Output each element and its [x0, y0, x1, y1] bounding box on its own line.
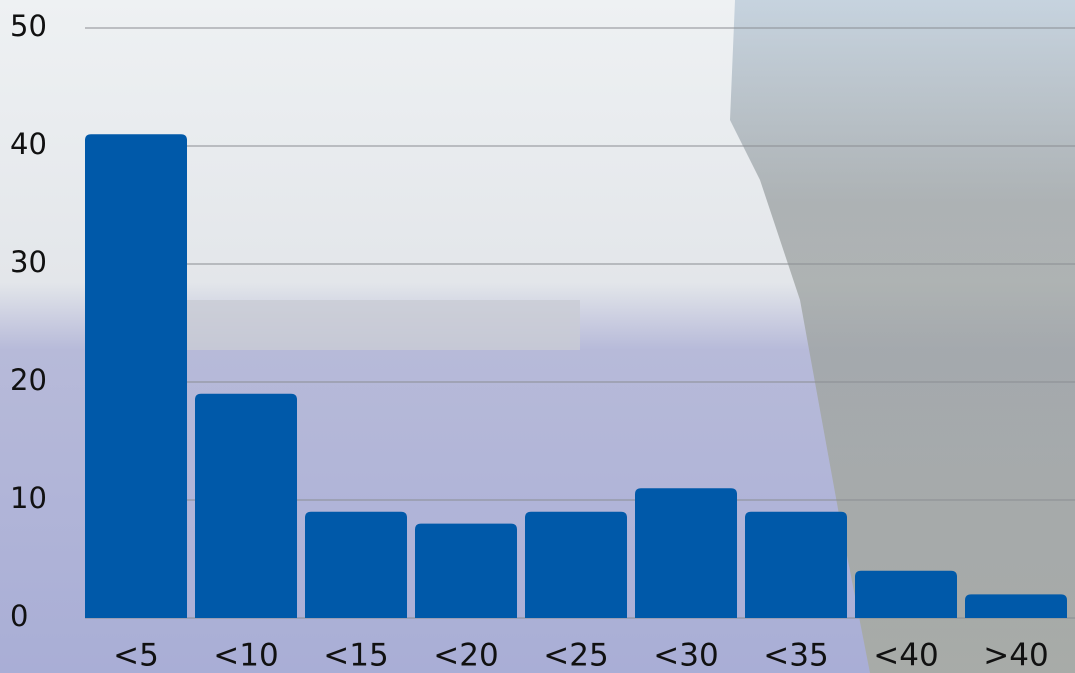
axes: 0 10 20 30 40 50 <5 <10 <15 <20 <25 <30 <35 <40 >40 [10, 9, 1075, 673]
x-tick-label: <10 [213, 638, 278, 673]
bar [525, 511, 627, 618]
y-tick-label: 30 [10, 245, 47, 279]
x-tick-label: <40 [873, 638, 938, 673]
y-tick-label: 50 [10, 9, 47, 43]
x-tick-label: >40 [983, 638, 1048, 673]
bar [635, 488, 737, 618]
bar [415, 523, 517, 618]
x-tick-label: <25 [543, 638, 608, 673]
bars [85, 134, 1067, 618]
x-tick-label: <35 [763, 638, 828, 673]
x-tick-label: <15 [323, 638, 388, 673]
y-tick-label: 40 [10, 127, 47, 161]
bar [305, 511, 407, 618]
y-tick-label: 10 [10, 481, 47, 515]
bar [965, 594, 1067, 618]
x-tick-label: <5 [113, 638, 159, 673]
y-tick-label: 20 [10, 363, 47, 397]
x-tick-label: <30 [653, 638, 718, 673]
bar [745, 511, 847, 618]
bar [195, 393, 297, 618]
bar [85, 134, 187, 618]
x-tick-label: <20 [433, 638, 498, 673]
bar [855, 570, 957, 618]
y-tick-label: 0 [10, 599, 28, 633]
